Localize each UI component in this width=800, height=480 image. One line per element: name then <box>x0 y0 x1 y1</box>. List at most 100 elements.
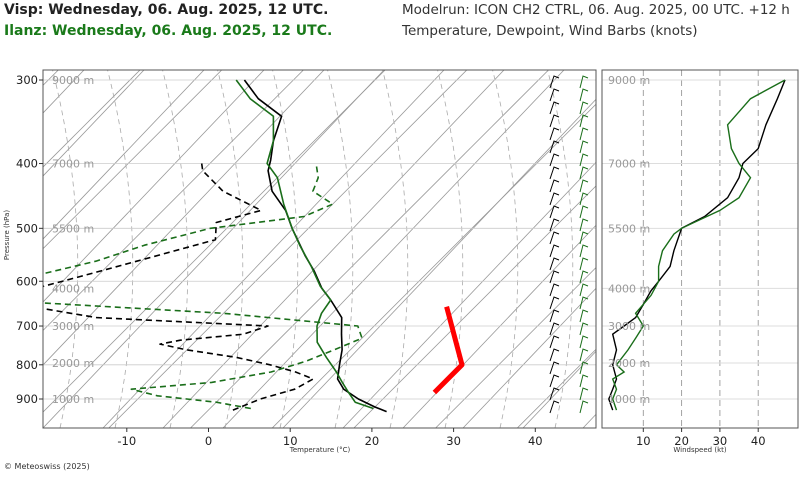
wind-altitude-label: 1000 m <box>608 393 650 406</box>
moist-adiabat <box>272 70 299 428</box>
dry-adiabat <box>282 98 596 428</box>
y-tick-label: 800 <box>16 358 38 372</box>
wind-barb <box>579 75 589 89</box>
wind-barb <box>549 348 560 362</box>
wind-barb <box>579 114 589 128</box>
altitude-label: 1000 m <box>52 393 94 406</box>
wind-barb <box>579 361 589 375</box>
altitude-label: 9000 m <box>52 74 94 87</box>
wind-barb <box>549 335 560 349</box>
wind-x-tick-label: 30 <box>713 434 728 448</box>
wind-barb <box>579 153 589 167</box>
altitude-label: 4000 m <box>52 282 94 295</box>
station-title-visp: Visp: Wednesday, 06. Aug. 2025, 12 UTC. <box>4 2 329 18</box>
moist-adiabat <box>327 70 354 428</box>
wind-barb <box>579 244 589 258</box>
parcel-parcel-line <box>432 306 465 395</box>
y-tick-label: 400 <box>16 157 38 171</box>
wind-barb <box>549 400 560 414</box>
main-plot-frame <box>42 69 597 429</box>
moist-adiabat <box>382 70 409 428</box>
wind-barb <box>579 296 589 310</box>
wind-barb <box>549 270 560 284</box>
dry-adiabat <box>162 70 505 428</box>
wind-barb <box>549 140 560 154</box>
wind-barb <box>549 101 560 115</box>
wind-barb <box>549 88 560 102</box>
wind-barb <box>549 75 560 89</box>
moist-adiabat <box>655 60 683 428</box>
x-tick-label: 30 <box>446 434 461 448</box>
dry-adiabat <box>643 50 800 428</box>
moist-adiabat <box>107 70 134 428</box>
y-tick-label: 600 <box>16 274 38 288</box>
wind-barb <box>549 322 560 336</box>
wind-barb <box>579 387 589 401</box>
x-axis-label: Temperature (°C) <box>289 446 351 454</box>
moist-adiabat <box>217 70 244 428</box>
wind-altitude-label: 5500 m <box>608 222 650 235</box>
wind-plot-frame <box>601 69 799 429</box>
wind-altitude-label: 3000 m <box>608 320 650 333</box>
altitude-label: 2000 m <box>52 357 94 370</box>
y-tick-label: 300 <box>16 73 38 87</box>
wind-barb <box>549 296 560 310</box>
y-axis-label: Pressure (hPa) <box>3 210 11 260</box>
dry-adiabat <box>582 413 596 428</box>
x-tick-label: 10 <box>283 434 298 448</box>
wind-x-tick-label: 40 <box>751 434 766 448</box>
wind-barb <box>549 361 560 375</box>
dry-adiabat <box>43 70 205 240</box>
wind-barb <box>549 387 560 401</box>
wind-altitude-label: 9000 m <box>608 74 650 87</box>
wind-barb <box>579 231 589 245</box>
dry-adiabat <box>43 70 385 428</box>
y-tick-label: 500 <box>16 221 38 235</box>
wind-barb <box>579 166 589 180</box>
wind-barb <box>579 283 589 297</box>
wind-barb <box>579 218 589 232</box>
dry-adiabat <box>222 70 565 428</box>
isotherm-line <box>435 267 596 428</box>
x-tick-label: -10 <box>117 434 136 448</box>
wind-barb <box>549 218 560 232</box>
dry-adiabat <box>43 70 325 366</box>
dry-adiabat <box>703 50 800 428</box>
wind-barb <box>549 309 560 323</box>
wind-x-tick-label: 10 <box>636 434 651 448</box>
wind-barb <box>579 270 589 284</box>
isotherm-line <box>43 70 141 168</box>
model-run-label: Modelrun: ICON CH2 CTRL, 06. Aug. 2025, … <box>402 2 790 18</box>
station-title-ilanz: Ilanz: Wednesday, 06. Aug. 2025, 12 UTC. <box>4 23 333 39</box>
dry-adiabat <box>43 70 265 303</box>
moist-adiabat <box>547 70 574 428</box>
wind-barb <box>549 127 560 141</box>
wind-x-axis-label: Windspeed (kt) <box>673 446 726 454</box>
dry-adiabat <box>763 50 800 428</box>
wind-barb <box>549 244 560 258</box>
wind-barb <box>549 283 560 297</box>
wind-barb <box>579 140 589 154</box>
dry-adiabat <box>102 70 445 428</box>
altitude-label: 3000 m <box>52 320 94 333</box>
wind-barb <box>579 192 589 206</box>
wind-barb <box>549 257 560 271</box>
wind-barb <box>579 127 589 141</box>
dry-adiabat <box>43 70 145 177</box>
wind-barb <box>549 231 560 245</box>
windspeed-plot-area <box>602 70 798 428</box>
wind-altitude-label: 2000 m <box>608 357 650 370</box>
dry-adiabat <box>462 287 596 428</box>
y-tick-label: 700 <box>16 319 38 333</box>
wind-altitude-label: 4000 m <box>608 282 650 295</box>
wind-barb <box>549 179 560 193</box>
moist-adiabat <box>710 60 738 428</box>
moist-adiabat <box>52 70 79 428</box>
wind-barb <box>579 335 589 349</box>
visp-temperature-line <box>243 79 387 413</box>
copyright-text: © Meteoswiss (2025) <box>4 462 90 471</box>
dry-adiabat <box>342 161 596 428</box>
wind-barb <box>549 153 560 167</box>
wind-barb <box>579 101 589 115</box>
